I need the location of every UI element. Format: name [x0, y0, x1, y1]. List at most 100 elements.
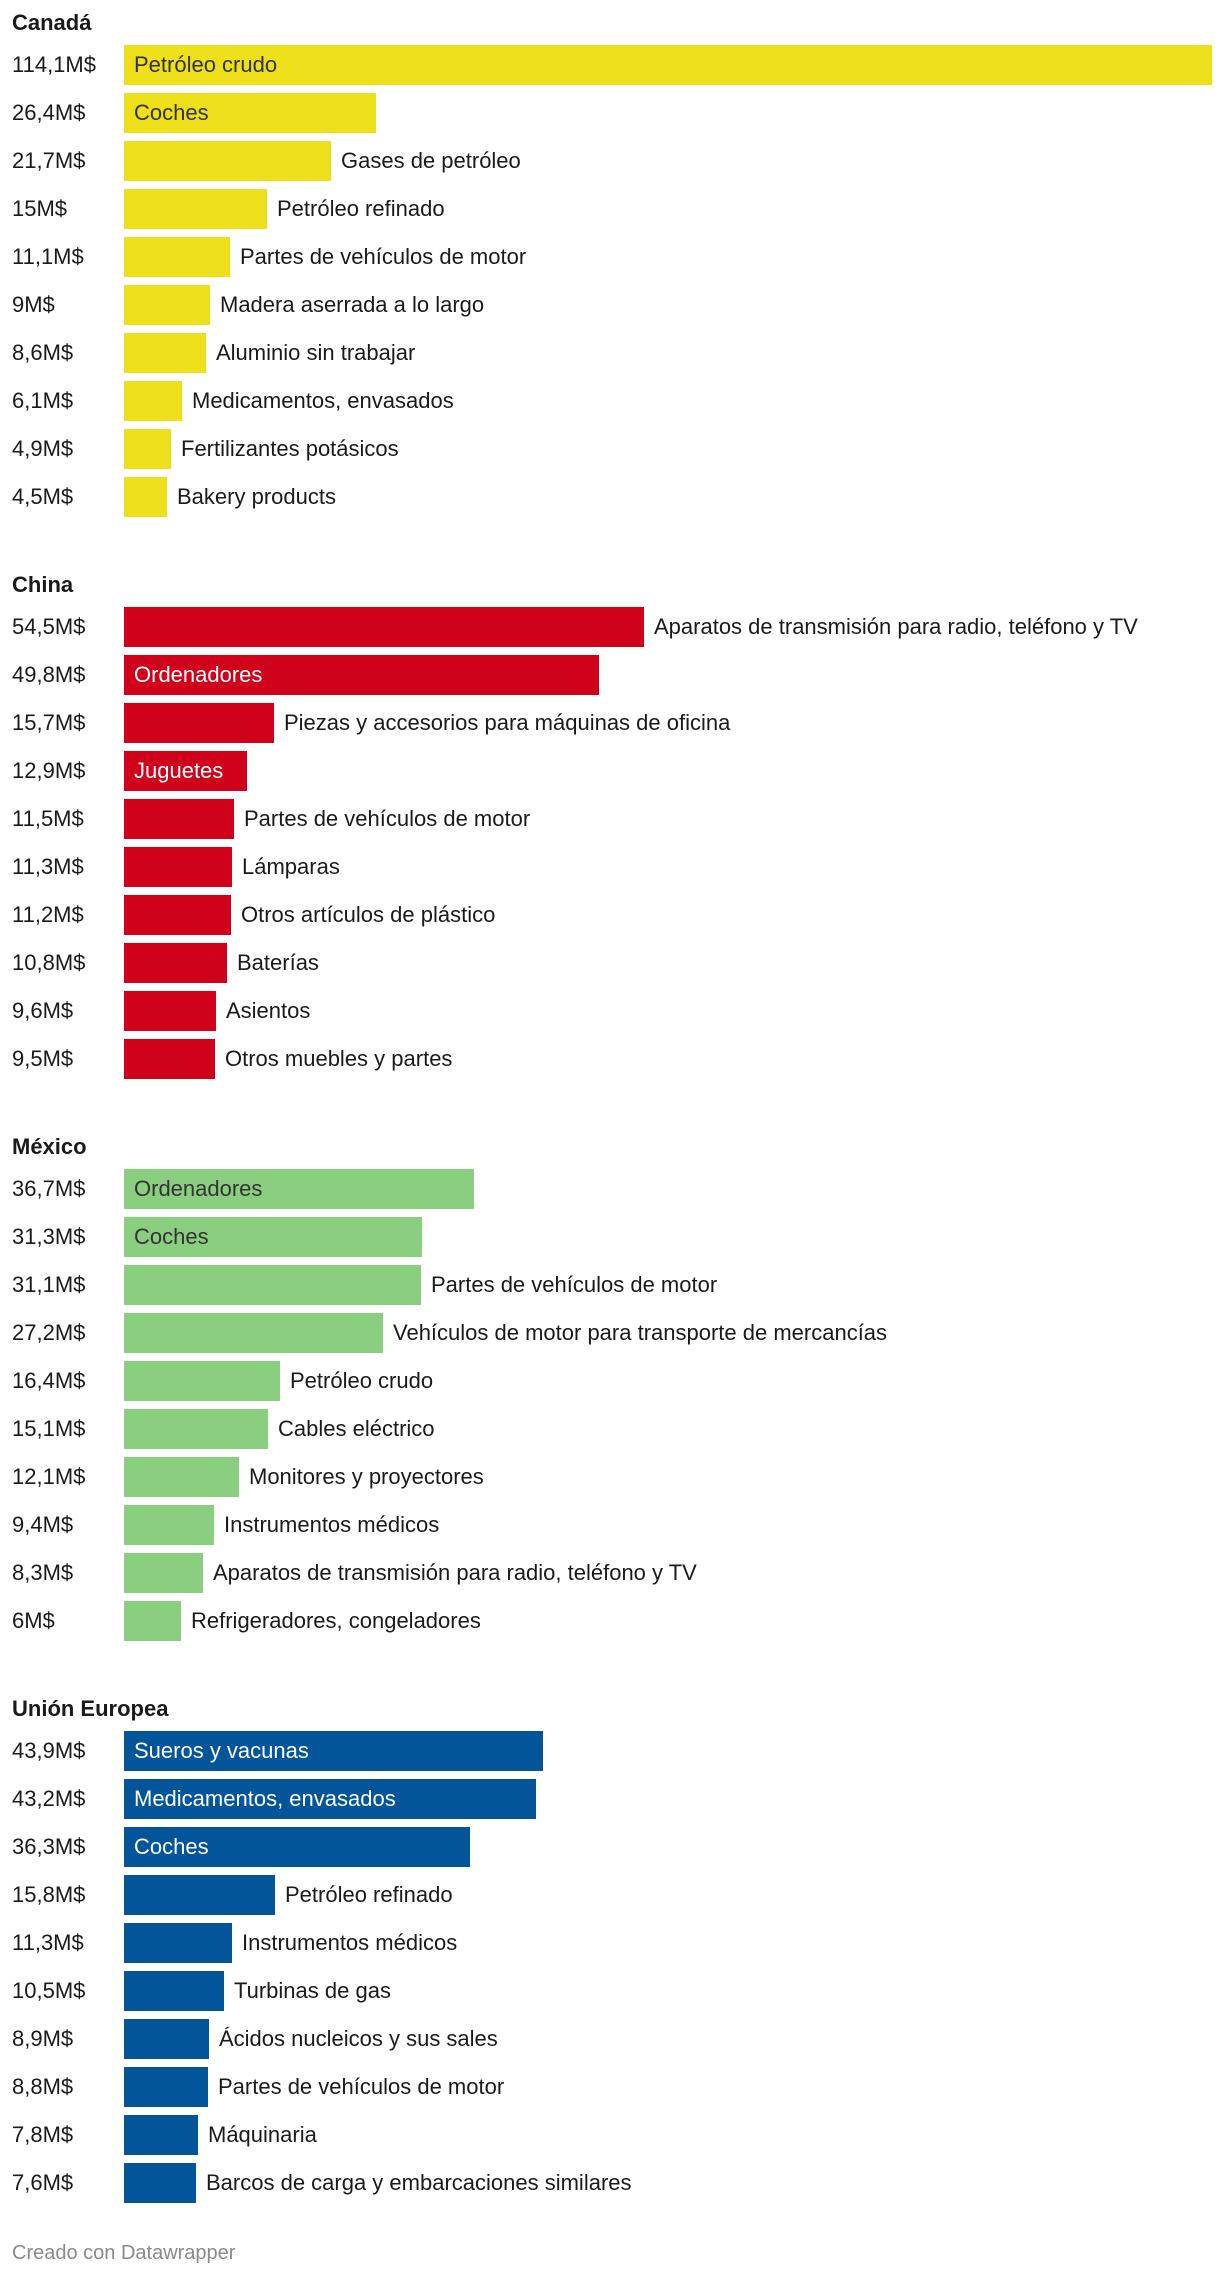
bar: [124, 141, 331, 181]
value-label: 7,8M$: [12, 2122, 74, 2147]
footer-credit: Creado con Datawrapper: [12, 2242, 236, 2264]
group-title: China: [12, 572, 74, 597]
bar: [124, 1361, 280, 1401]
bar: [124, 703, 274, 743]
bar: [124, 237, 230, 277]
category-label: Aparatos de transmisión para radio, telé…: [213, 1560, 697, 1585]
bar-row: 9,6M$ Asientos: [0, 991, 1220, 1031]
bar: [124, 1409, 268, 1449]
bar: [124, 2019, 209, 2059]
value-label: 26,4M$: [12, 100, 86, 125]
bar-row: 11,3M$ Instrumentos médicos: [0, 1923, 1220, 1963]
bar-row: 26,4M$ Coches: [0, 93, 1220, 133]
category-label: Medicamentos, envasados: [192, 388, 454, 413]
category-label: Otros muebles y partes: [225, 1046, 453, 1071]
value-label: 10,8M$: [12, 950, 86, 975]
bar-row: 11,1M$ Partes de vehículos de motor: [0, 237, 1220, 277]
bar-row: 8,3M$ Aparatos de transmisión para radio,…: [0, 1553, 1220, 1593]
bar-row: 9,4M$ Instrumentos médicos: [0, 1505, 1220, 1545]
value-label: 54,5M$: [12, 614, 86, 639]
value-label: 36,3M$: [12, 1834, 86, 1859]
bar: [124, 2163, 196, 2203]
bar: [124, 1971, 224, 2011]
value-label: 11,3M$: [12, 854, 84, 879]
value-label: 15,8M$: [12, 1882, 86, 1907]
bar-row: 10,5M$ Turbinas de gas: [0, 1971, 1220, 2011]
bar: [124, 1457, 239, 1497]
bar-row: 8,9M$ Ácidos nucleicos y sus sales: [0, 2019, 1220, 2059]
bar-row: 4,9M$ Fertilizantes potásicos: [0, 429, 1220, 469]
category-label: Bakery products: [177, 484, 336, 509]
category-label: Barcos de carga y embarcaciones similare…: [206, 2170, 632, 2195]
bar-row: 36,7M$ Ordenadores: [0, 1169, 1220, 1209]
category-label: Máquinaria: [208, 2122, 317, 2147]
bar: [124, 1827, 470, 1867]
category-label: Fertilizantes potásicos: [181, 436, 399, 461]
bar-row: 43,9M$ Sueros y vacunas: [0, 1731, 1220, 1771]
category-label: Refrigeradores, congeladores: [191, 1608, 481, 1633]
bar: [124, 1169, 474, 1209]
value-label: 31,1M$: [12, 1272, 86, 1297]
bar: [124, 1875, 275, 1915]
value-label: 8,8M$: [12, 2074, 74, 2099]
bar: [124, 1553, 203, 1593]
bar-row: 7,6M$ Barcos de carga y embarcaciones sim…: [0, 2163, 1220, 2203]
bar-row: 54,5M$ Aparatos de transmisión para radio…: [0, 607, 1220, 647]
bar-row: 8,8M$ Partes de vehículos de motor: [0, 2067, 1220, 2107]
category-label: Instrumentos médicos: [224, 1512, 440, 1537]
category-label: Petróleo crudo: [290, 1368, 434, 1393]
bar: [124, 1601, 181, 1641]
value-label: 16,4M$: [12, 1368, 86, 1393]
category-label: Baterías: [237, 950, 319, 975]
bar: [124, 381, 182, 421]
bar-row: 36,3M$ Coches: [0, 1827, 1220, 1867]
category-label: Turbinas de gas: [234, 1978, 391, 2003]
category-label: Asientos: [226, 998, 311, 1023]
bar-row: 21,7M$ Gases de petróleo: [0, 141, 1220, 181]
bar-row: 9M$ Madera aserrada a lo largo: [0, 285, 1220, 325]
bar: [124, 189, 267, 229]
category-label: Sueros y vacunas: [134, 1738, 309, 1763]
value-label: 8,9M$: [12, 2026, 74, 2051]
bar-row: 15,8M$ Petróleo refinado: [0, 1875, 1220, 1915]
category-label: Partes de vehículos de motor: [218, 2074, 505, 2099]
bar-row: 31,1M$ Partes de vehículos de motor: [0, 1265, 1220, 1305]
category-label: Otros artículos de plástico: [241, 902, 496, 927]
bar-row: 11,3M$ Lámparas: [0, 847, 1220, 887]
bar-row: 114,1M$ Petróleo crudo: [0, 45, 1220, 85]
category-label: Partes de vehículos de motor: [240, 244, 527, 269]
bar-row: 43,2M$ Medicamentos, envasados: [0, 1779, 1220, 1819]
bar: [124, 333, 206, 373]
value-label: 114,1M$: [12, 52, 96, 77]
value-label: 43,2M$: [12, 1786, 86, 1811]
value-label: 9,6M$: [12, 998, 74, 1023]
bar: [124, 1731, 543, 1771]
value-label: 8,6M$: [12, 340, 74, 365]
bar: [124, 1039, 215, 1079]
category-label: Aluminio sin trabajar: [216, 340, 416, 365]
value-label: 27,2M$: [12, 1320, 86, 1345]
bar-row: 9,5M$ Otros muebles y partes: [0, 1039, 1220, 1079]
bar: [124, 285, 210, 325]
bar: [124, 1217, 422, 1257]
bar: [124, 1505, 214, 1545]
bar: [124, 45, 1212, 85]
bar: [124, 847, 232, 887]
value-label: 7,6M$: [12, 2170, 74, 2195]
value-label: 9M$: [12, 292, 55, 317]
value-label: 36,7M$: [12, 1176, 86, 1201]
category-label: Ordenadores: [134, 1176, 263, 1201]
value-label: 12,9M$: [12, 758, 86, 783]
category-label: Ordenadores: [134, 662, 263, 687]
value-label: 11,3M$: [12, 1930, 84, 1955]
bar-row: 27,2M$ Vehículos de motor para transporte…: [0, 1313, 1220, 1353]
bar: [124, 429, 171, 469]
category-label: Partes de vehículos de motor: [244, 806, 531, 831]
bar: [124, 655, 599, 695]
bar-row: 11,5M$ Partes de vehículos de motor: [0, 799, 1220, 839]
value-label: 12,1M$: [12, 1464, 86, 1489]
category-label: Vehículos de motor para transporte de me…: [393, 1320, 888, 1345]
value-label: 11,2M$: [12, 902, 84, 927]
bar-row: 6,1M$ Medicamentos, envasados: [0, 381, 1220, 421]
